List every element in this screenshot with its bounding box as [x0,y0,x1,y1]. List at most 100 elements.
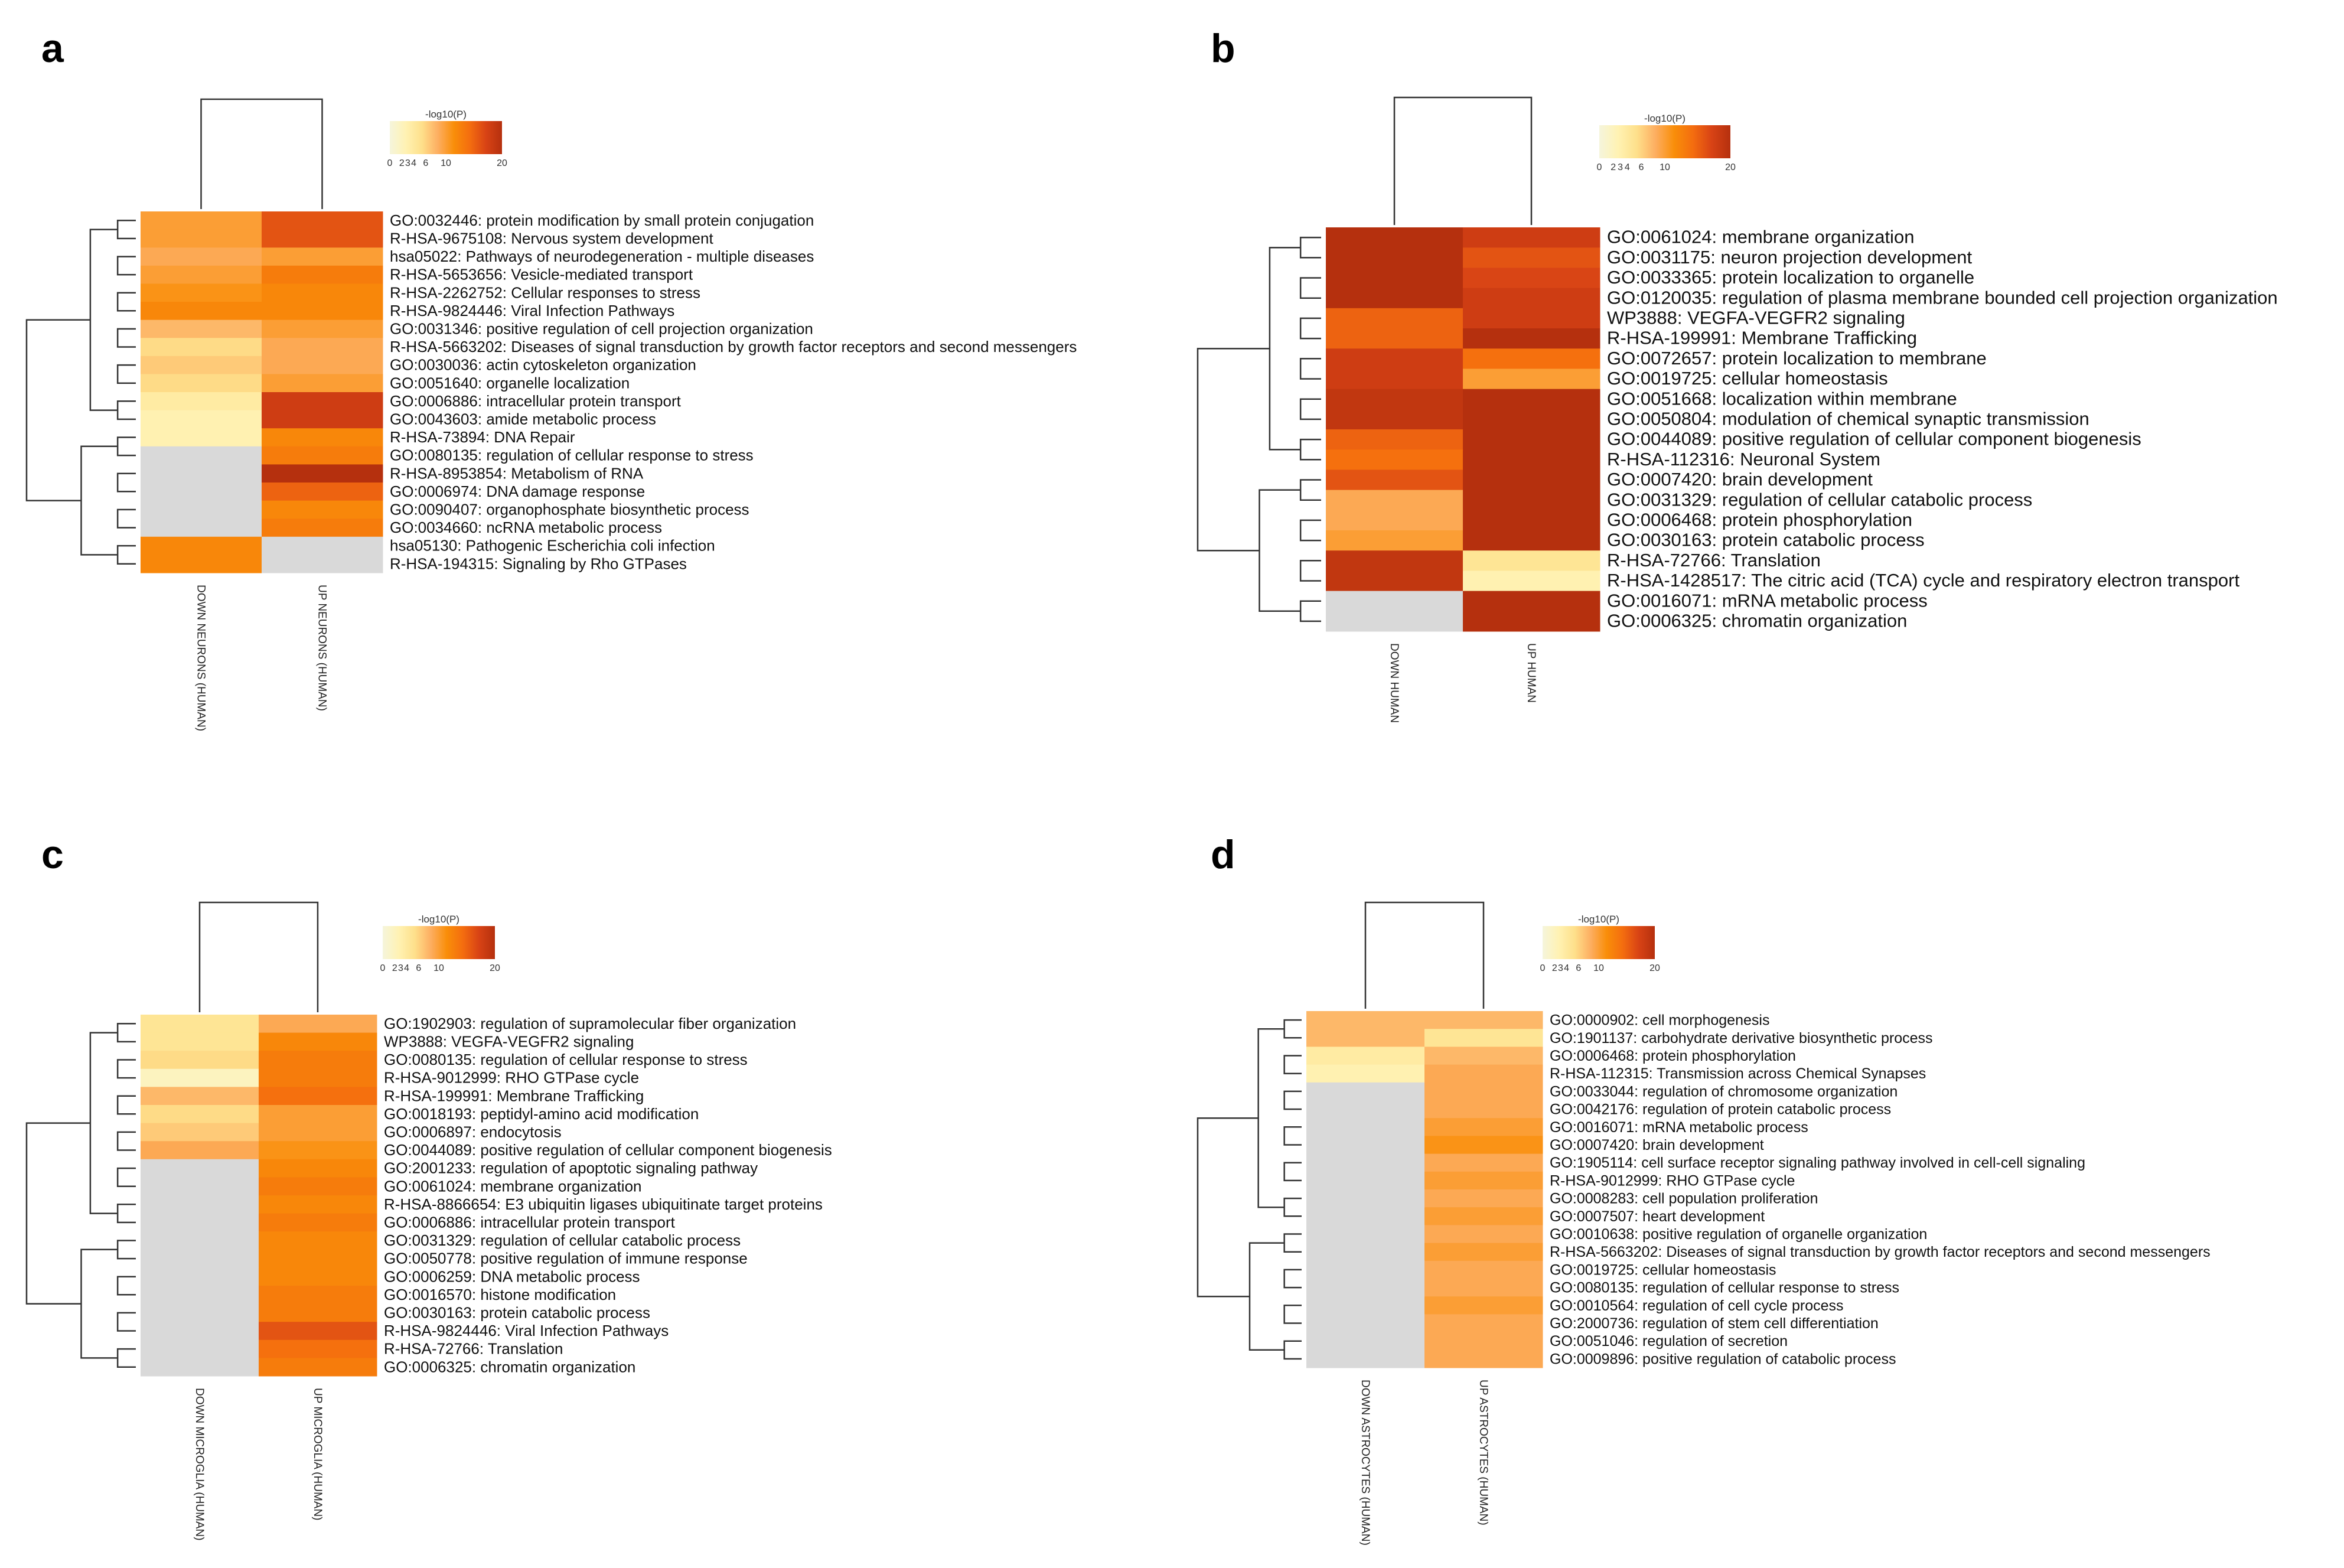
heatmap-cell [141,483,262,501]
heatmap-cell [1306,1171,1425,1190]
column-dendrogram [1393,96,1533,225]
heatmap-cell [141,1015,259,1034]
row-label: GO:0006468: protein phosphorylation [1607,509,1912,530]
row-label: GO:0030163: protein catabolic process [384,1303,650,1321]
row-label: GO:0072657: protein localization to memb… [1607,348,1987,369]
heatmap-cell [262,283,383,302]
colorbar-tick: 4 [1625,162,1630,172]
heatmap-cell [141,464,262,483]
heatmap-cell [1424,1225,1543,1244]
row-label: GO:0061024: membrane organization [1607,227,1914,247]
colorbar-tick: 3 [1618,162,1623,172]
heatmap-cell [1326,449,1463,470]
row-label: GO:0018193: peptidyl-amino acid modifica… [384,1105,699,1123]
heatmap-cell [1326,429,1463,450]
row-label: GO:0006325: chromatin organization [1607,610,1907,631]
heatmap-cell [1306,1332,1425,1351]
heatmap-cell [141,302,262,321]
heatmap-cell [262,555,383,573]
row-label: GO:0033044: regulation of chromosome org… [1550,1083,1898,1100]
row-label: GO:0016071: mRNA metabolic process [1550,1119,1808,1136]
heatmap-cell [259,1358,377,1377]
row-label: R-HSA-73894: DNA Repair [390,428,575,446]
row-label: R-HSA-194315: Signaling by Rho GTPases [390,555,687,572]
colorbar-tick: 4 [404,963,409,973]
row-label: GO:1901137: carbohydrate derivative bios… [1550,1030,1933,1047]
heatmap-cell [141,1068,259,1087]
heatmap-cell [262,229,383,248]
colorbar-tick: 0 [380,963,386,973]
row-label: GO:0006468: protein phosphorylation [1550,1048,1796,1064]
row-label: GO:0000902: cell morphogenesis [1550,1012,1769,1029]
heatmap-cell [259,1322,377,1341]
row-label: GO:0032446: protein modification by smal… [390,211,814,229]
heatmap-cell [1463,611,1600,632]
heatmap-cell [1306,1136,1425,1155]
heatmap-panel-a: GO:0032446: protein modification by smal… [25,98,1077,731]
heatmap-cell [141,374,262,393]
heatmap-cell [141,1267,259,1286]
colorbar-title: -log10(P) [1644,113,1686,124]
column-label: DOWN ASTROCYTES (HUMAN) [1359,1380,1371,1546]
heatmap-cell [1424,1260,1543,1279]
heatmap-cell [1463,591,1600,612]
heatmap-cell [141,1303,259,1322]
heatmap-cell [1326,530,1463,551]
colorbar [1543,926,1655,959]
heatmap-cell [1463,389,1600,410]
row-label: GO:0008283: cell population proliferatio… [1550,1191,1818,1207]
heatmap-cell [1424,1118,1543,1136]
heatmap-cell [262,356,383,374]
colorbar-tick: 10 [1660,162,1670,172]
colorbar-tick: 10 [1593,963,1604,973]
heatmap-cell [1306,1207,1425,1225]
row-label: GO:0051668: localization within membrane [1607,388,1957,409]
heatmap-cell [1424,1100,1543,1119]
heatmap-cell [1463,530,1600,551]
heatmap-cell [262,410,383,429]
row-label: GO:0031175: neuron projection developmen… [1607,247,1973,268]
heatmap-cell [1424,1153,1543,1172]
heatmap-cell [1463,571,1600,592]
row-label: GO:0007507: heart development [1550,1208,1765,1225]
row-dendrogram [25,1023,136,1368]
heatmap-cell [1424,1243,1543,1261]
colorbar-tick: 0 [1597,162,1602,172]
heatmap-cell [259,1213,377,1232]
row-label: WP3888: VEGFA-VEGFR2 signaling [384,1032,634,1050]
heatmap-cell [1463,247,1600,268]
row-label: R-HSA-8953854: Metabolism of RNA [390,464,644,482]
colorbar [383,926,495,959]
row-label: GO:0006897: endocytosis [384,1123,562,1140]
row-label: GO:0030036: actin cytoskeleton organizat… [390,356,696,374]
row-label: R-HSA-5663202: Diseases of signal transd… [390,338,1077,356]
heatmap-cell [141,1322,259,1341]
heatmap-cell [1326,470,1463,491]
heatmap-cell [1463,470,1600,491]
heatmap-cell [141,1159,259,1178]
heatmap-cell [1306,1100,1425,1119]
row-label: R-HSA-72766: Translation [1607,550,1821,571]
heatmap-cell [1306,1153,1425,1172]
heatmap-cell [141,283,262,302]
heatmap-cell [1463,227,1600,248]
heatmap-cell [1326,268,1463,289]
heatmap-cell [1424,1349,1543,1368]
heatmap-cell [1463,369,1600,390]
heatmap-cell [262,265,383,284]
column-dendrogram [198,901,319,1012]
column-dendrogram [200,98,323,209]
column-label: UP HUMAN [1525,643,1537,703]
row-label: GO:0044089: positive regulation of cellu… [1607,429,2141,449]
heatmap-cell [141,229,262,248]
panel-letter-b: b [1211,26,1235,71]
row-label: GO:0007420: brain development [1607,469,1873,490]
row-label: GO:0007420: brain development [1550,1137,1764,1153]
heatmap-cell [141,1051,259,1070]
heatmap-cell [1306,1314,1425,1333]
heatmap-cell [262,392,383,411]
row-label: GO:2000736: regulation of stem cell diff… [1550,1315,1879,1332]
row-label: GO:0006886: intracellular protein transp… [390,392,682,410]
colorbar-tick: 20 [497,158,507,168]
heatmap-cell [1326,328,1463,349]
